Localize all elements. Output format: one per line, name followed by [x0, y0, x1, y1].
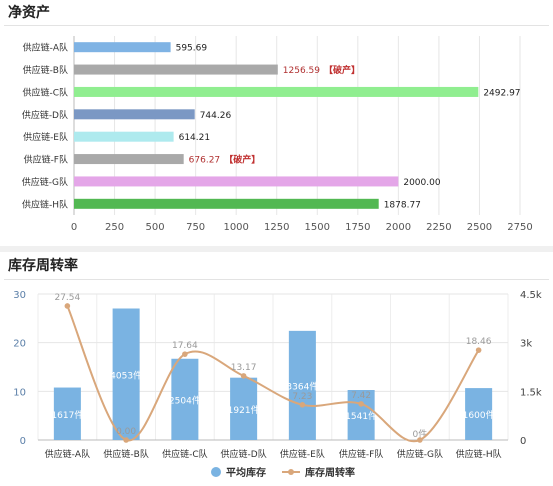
- value-label: 595.69: [176, 44, 208, 54]
- x-tick-label: 250: [105, 222, 124, 233]
- bar: [74, 42, 171, 53]
- turnover-label: 0.00: [116, 427, 136, 437]
- category-label: 供应链-E队: [23, 131, 68, 143]
- left-tick-label: 30: [13, 290, 26, 301]
- value-label: 614.21: [179, 133, 211, 143]
- inventory-bar-label: 2504件: [169, 394, 201, 406]
- x-tick-label: 1250: [264, 222, 289, 233]
- inventory-turnover-panel: 库存周转率 0 10 20 30 0 1.5k 3k 4.5k 1617件供应链-A队 4053件…: [0, 252, 553, 486]
- net-assets-panel: 净资产 0 250 500 750 1000 1250 1500 1750 2000 2250 25…: [4, 5, 549, 233]
- turnover-label: 27.54: [54, 293, 80, 303]
- bar: [74, 109, 195, 120]
- category-label: 供应链-G队: [22, 176, 68, 188]
- category-label: 供应链-H队: [22, 198, 68, 210]
- x-tick-label: 1500: [305, 222, 330, 233]
- bar: [74, 198, 379, 209]
- category-label: 供应链-A队: [23, 42, 68, 54]
- turnover-point: [64, 303, 71, 309]
- turnover-point: [358, 401, 364, 407]
- value-label: 676.27: [189, 156, 221, 166]
- x-tick-label: 1750: [345, 222, 370, 233]
- value-label: 2492.97: [483, 88, 520, 98]
- inventory-bar-label: 3364件: [286, 380, 318, 392]
- turnover-point: [123, 437, 129, 443]
- right-tick-label: 3k: [520, 339, 532, 350]
- bankrupt-annotation: 【破产】: [224, 154, 260, 166]
- category-label: 供应链-D队: [22, 109, 68, 121]
- legend-swatch-turnover-dot: [288, 469, 294, 475]
- category-label: 供应链-A队: [45, 448, 90, 460]
- left-tick-label: 20: [13, 339, 26, 350]
- turnover-label: 13.17: [231, 363, 257, 373]
- inventory-bar: [347, 390, 375, 440]
- category-label: 供应链-C队: [162, 448, 208, 460]
- title-divider: [4, 25, 549, 26]
- x-tick-label: 500: [146, 222, 165, 233]
- category-label: 供应链-C队: [22, 86, 68, 98]
- inventory-bar: [465, 388, 493, 440]
- chart-title: 净资产: [8, 5, 50, 21]
- inventory-bar-label: 1921件: [228, 404, 260, 416]
- net-assets-chart: 0 250 500 750 1000 1250 1500 1750 2000 2250 2500 27…: [22, 36, 533, 233]
- bar: [74, 176, 399, 187]
- category-label: 供应链-B队: [23, 64, 68, 76]
- turnover-label: 7.42: [351, 391, 371, 401]
- bar: [74, 86, 479, 97]
- turnover-point: [417, 437, 423, 443]
- value-label: 1256.59: [283, 66, 320, 76]
- title-divider: [4, 279, 549, 280]
- x-tick-label: 2000: [386, 222, 411, 233]
- turnover-label: 17.64: [172, 341, 198, 351]
- inventory-bar-label: 4053件: [110, 369, 142, 381]
- category-label: 供应链-F队: [339, 448, 383, 460]
- chart-title: 库存周转率: [8, 258, 78, 274]
- x-tick-label: 2750: [507, 222, 532, 233]
- bar: [74, 131, 174, 142]
- category-label: 供应链-B队: [103, 448, 148, 460]
- inventory-bar-label: 1617件: [51, 409, 83, 421]
- right-tick-label: 4.5k: [520, 290, 542, 301]
- left-tick-label: 0: [20, 436, 26, 447]
- inventory-bar: [288, 330, 316, 440]
- legend-swatch-inventory: [211, 467, 221, 477]
- x-tick-label: 2500: [467, 222, 492, 233]
- turnover-point: [299, 402, 306, 408]
- x-tick-label: 750: [186, 222, 205, 233]
- value-label: 1878.77: [384, 200, 421, 210]
- value-label: 2000.00: [403, 178, 440, 188]
- inventory-bar: [171, 358, 199, 440]
- turnover-point: [475, 347, 482, 353]
- inventory-bar: [112, 308, 140, 440]
- turnover-label: 7.23: [292, 392, 312, 402]
- panel-separator: [0, 246, 553, 252]
- category-label: 供应链-E队: [280, 448, 325, 460]
- left-tick-label: 10: [13, 387, 26, 398]
- inventory-bar-label: 1541件: [345, 410, 377, 422]
- bankrupt-annotation: 【破产】: [324, 64, 360, 76]
- right-tick-label: 0: [520, 436, 526, 447]
- turnover-point: [182, 351, 188, 357]
- category-label: 供应链-F队: [24, 154, 68, 166]
- legend-label: 库存周转率: [305, 466, 355, 479]
- x-tick-label: 0: [71, 222, 77, 233]
- inventory-bar-label: 1600件: [463, 409, 495, 421]
- turnover-point: [240, 373, 247, 379]
- inventory-bar: [53, 387, 81, 440]
- bar: [74, 154, 184, 165]
- inventory-bar: [230, 377, 258, 440]
- category-label: 供应链-H队: [456, 448, 502, 460]
- x-tick-label: 2250: [426, 222, 451, 233]
- x-tick-label: 1000: [223, 222, 248, 233]
- turnover-label: 18.46: [466, 337, 492, 347]
- right-tick-label: 1.5k: [520, 387, 542, 398]
- category-label: 供应链-G队: [397, 448, 443, 460]
- legend-label: 平均库存: [226, 466, 266, 479]
- bar: [74, 64, 278, 75]
- category-label: 供应链-D队: [221, 448, 267, 460]
- value-label: 744.26: [200, 111, 232, 121]
